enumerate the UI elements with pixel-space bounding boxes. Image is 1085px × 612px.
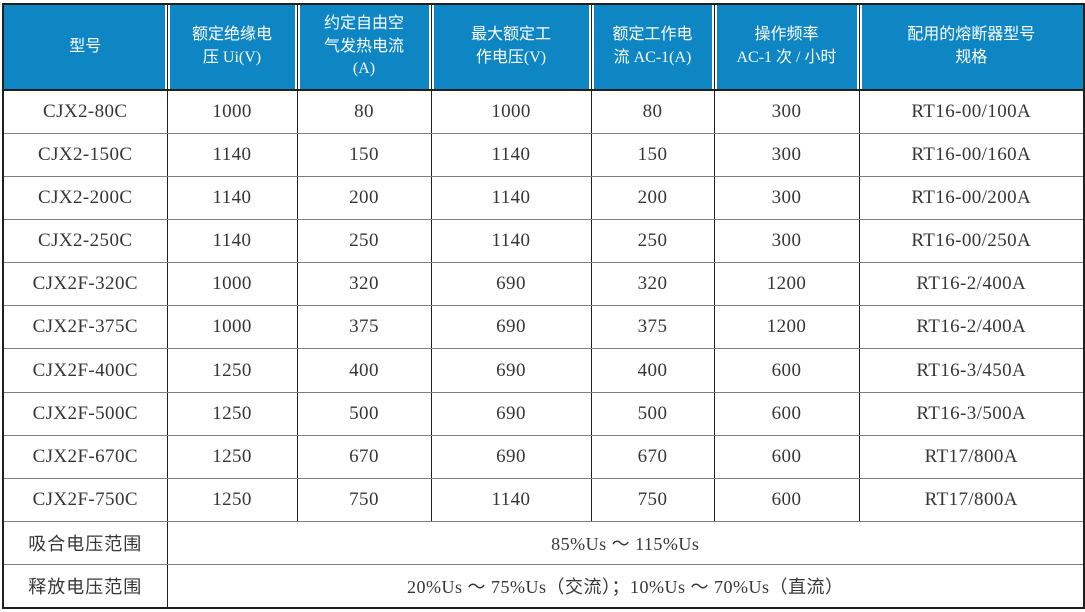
table-cell: 300 xyxy=(713,219,860,264)
table-cell: RT16-00/100A xyxy=(858,89,1085,135)
table-cell: 600 xyxy=(713,434,860,479)
table-cell: 500 xyxy=(590,391,715,436)
table-cell: 300 xyxy=(713,133,860,178)
table-cell: 690 xyxy=(430,434,592,479)
spec-row: CJX2F-500C 1250 500 690 500 600 RT16-3/500A xyxy=(2,391,1085,436)
table-cell: RT16-00/250A xyxy=(858,219,1085,264)
table-cell: 1250 xyxy=(166,391,298,436)
table-cell: 150 xyxy=(590,133,715,178)
table-cell: RT16-3/500A xyxy=(858,391,1085,436)
spec-row: CJX2-80C 1000 80 1000 80 300 RT16-00/100A xyxy=(2,89,1085,135)
cell-model: CJX2F-500C xyxy=(2,391,168,436)
table-cell: 1140 xyxy=(166,133,298,178)
cell-model: CJX2F-320C xyxy=(2,262,168,307)
table-cell: 1250 xyxy=(166,434,298,479)
table-cell: 375 xyxy=(590,305,715,350)
table-cell: 300 xyxy=(713,89,860,135)
table-cell: RT16-00/160A xyxy=(858,133,1085,178)
table-cell: 200 xyxy=(296,176,432,221)
cell-model: CJX2F-750C xyxy=(2,477,168,522)
table-cell: 1000 xyxy=(430,89,592,135)
table-cell: 1000 xyxy=(166,305,298,350)
table-cell: 1000 xyxy=(166,89,298,135)
table-cell: 80 xyxy=(296,89,432,135)
table-cell: 1250 xyxy=(166,477,298,522)
table-cell: 1140 xyxy=(166,176,298,221)
table-cell: 375 xyxy=(296,305,432,350)
table-cell: 200 xyxy=(590,176,715,221)
cell-model: CJX2F-670C xyxy=(2,434,168,479)
table-cell: 600 xyxy=(713,348,860,393)
table-cell: 750 xyxy=(590,477,715,522)
header-cell-model: 型号 xyxy=(2,4,168,91)
table-cell: 670 xyxy=(590,434,715,479)
table-cell: 1250 xyxy=(166,348,298,393)
table-cell: 1000 xyxy=(166,262,298,307)
table-cell: 500 xyxy=(296,391,432,436)
table-cell: 690 xyxy=(430,262,592,307)
pickup-voltage-value: 85%Us ～ 115%Us xyxy=(166,520,1085,565)
table-cell: RT17/800A xyxy=(858,434,1085,479)
table-cell: RT16-3/450A xyxy=(858,348,1085,393)
spec-row: CJX2F-375C 1000 375 690 375 1200 RT16-2/400A xyxy=(2,305,1085,350)
cell-model: CJX2-80C xyxy=(2,89,168,135)
footer-row-release-voltage: 释放电压范围 20%Us ～ 75%Us（交流）；10%Us ～ 70%Us（直… xyxy=(2,563,1085,609)
table-cell: 150 xyxy=(296,133,432,178)
table-cell: 690 xyxy=(430,391,592,436)
table-cell: 320 xyxy=(590,262,715,307)
spec-row: CJX2-200C 1140 200 1140 200 300 RT16-00/200A xyxy=(2,176,1085,221)
header-cell-thermal-current: 约定自由空 气发热电流 (A) xyxy=(296,4,432,91)
cell-model: CJX2F-400C xyxy=(2,348,168,393)
table-cell: 600 xyxy=(713,391,860,436)
table-cell: 1200 xyxy=(713,262,860,307)
header-cell-working-current: 额定工作电 流 AC-1(A) xyxy=(590,4,715,91)
header-cell-max-working-voltage: 最大额定工 作电压(V) xyxy=(430,4,592,91)
header-row: 型号 额定绝缘电 压 Ui(V) 约定自由空 气发热电流 (A) 最大额定工 作… xyxy=(2,4,1085,91)
release-voltage-label: 释放电压范围 xyxy=(2,563,168,609)
spec-row: CJX2F-400C 1250 400 690 400 600 RT16-3/450A xyxy=(2,348,1085,393)
table-cell: RT16-2/400A xyxy=(858,305,1085,350)
table-cell: 250 xyxy=(296,219,432,264)
spec-row: CJX2-150C 1140 150 1140 150 300 RT16-00/160A xyxy=(2,133,1085,178)
table-cell: RT17/800A xyxy=(858,477,1085,522)
table-cell: 1140 xyxy=(430,219,592,264)
table-cell: 690 xyxy=(430,305,592,350)
spec-row: CJX2F-320C 1000 320 690 320 1200 RT16-2/400A xyxy=(2,262,1085,307)
contactor-spec-table: 型号 额定绝缘电 压 Ui(V) 约定自由空 气发热电流 (A) 最大额定工 作… xyxy=(2,3,1085,609)
table-cell: 1140 xyxy=(430,133,592,178)
footer-row-pickup-voltage: 吸合电压范围 85%Us ～ 115%Us xyxy=(2,520,1085,565)
header-cell-fuse-spec: 配用的熔断器型号 规格 xyxy=(858,4,1085,91)
cell-model: CJX2F-375C xyxy=(2,305,168,350)
table-cell: 300 xyxy=(713,176,860,221)
cell-model: CJX2-150C xyxy=(2,133,168,178)
table-cell: 750 xyxy=(296,477,432,522)
table-cell: 1140 xyxy=(430,477,592,522)
release-voltage-value: 20%Us ～ 75%Us（交流）；10%Us ～ 70%Us（直流） xyxy=(166,563,1085,609)
spec-row: CJX2F-670C 1250 670 690 670 600 RT17/800A xyxy=(2,434,1085,479)
cell-model: CJX2-250C xyxy=(2,219,168,264)
pickup-voltage-label: 吸合电压范围 xyxy=(2,520,168,565)
table-cell: 400 xyxy=(590,348,715,393)
table-cell: 1200 xyxy=(713,305,860,350)
table-cell: RT16-2/400A xyxy=(858,262,1085,307)
table-cell: 80 xyxy=(590,89,715,135)
table-cell: RT16-00/200A xyxy=(858,176,1085,221)
table-cell: 320 xyxy=(296,262,432,307)
spec-row: CJX2F-750C 1250 750 1140 750 600 RT17/800A xyxy=(2,477,1085,522)
table-cell: 600 xyxy=(713,477,860,522)
table-cell: 1140 xyxy=(166,219,298,264)
header-cell-operation-frequency: 操作频率 AC-1 次 / 小时 xyxy=(713,4,860,91)
spec-row: CJX2-250C 1140 250 1140 250 300 RT16-00/250A xyxy=(2,219,1085,264)
table-cell: 690 xyxy=(430,348,592,393)
table-cell: 670 xyxy=(296,434,432,479)
table-cell: 1140 xyxy=(430,176,592,221)
table-cell: 400 xyxy=(296,348,432,393)
table-cell: 250 xyxy=(590,219,715,264)
cell-model: CJX2-200C xyxy=(2,176,168,221)
header-cell-insulation-voltage: 额定绝缘电 压 Ui(V) xyxy=(166,4,298,91)
